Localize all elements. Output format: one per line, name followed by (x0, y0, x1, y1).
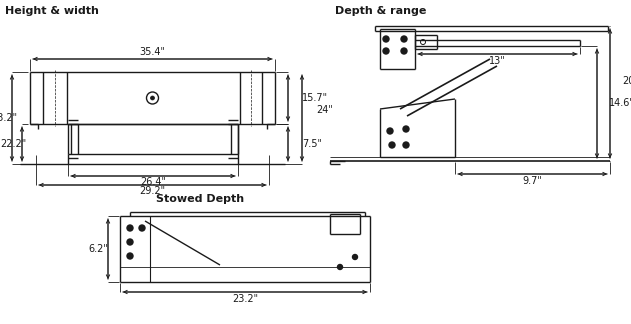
Text: 13": 13" (489, 56, 506, 66)
Text: 9.7": 9.7" (522, 176, 543, 186)
Circle shape (389, 142, 395, 148)
Text: 23.2": 23.2" (0, 113, 17, 123)
Text: Stowed Depth: Stowed Depth (156, 194, 244, 204)
Circle shape (401, 36, 407, 42)
Circle shape (403, 126, 409, 132)
Text: 23.2": 23.2" (232, 294, 258, 304)
Circle shape (383, 48, 389, 54)
Text: 26.4": 26.4" (140, 177, 166, 187)
Text: 7.5": 7.5" (302, 139, 322, 149)
Circle shape (151, 96, 155, 100)
Text: 35.4": 35.4" (139, 47, 165, 57)
Text: 22.2": 22.2" (0, 139, 26, 149)
Circle shape (353, 254, 358, 260)
Text: 24": 24" (316, 105, 333, 115)
Text: 20": 20" (622, 76, 631, 87)
Text: 15.7": 15.7" (302, 93, 328, 103)
Circle shape (383, 36, 389, 42)
Circle shape (127, 253, 133, 259)
Circle shape (338, 264, 343, 270)
Text: Depth & range: Depth & range (335, 6, 427, 16)
Circle shape (127, 225, 133, 231)
Text: 14.6": 14.6" (609, 98, 631, 109)
Text: Height & width: Height & width (5, 6, 99, 16)
Text: 6.2": 6.2" (88, 244, 108, 254)
Circle shape (387, 128, 393, 134)
Circle shape (139, 225, 145, 231)
Text: 29.2": 29.2" (139, 186, 165, 196)
Circle shape (403, 142, 409, 148)
Circle shape (401, 48, 407, 54)
Circle shape (127, 239, 133, 245)
